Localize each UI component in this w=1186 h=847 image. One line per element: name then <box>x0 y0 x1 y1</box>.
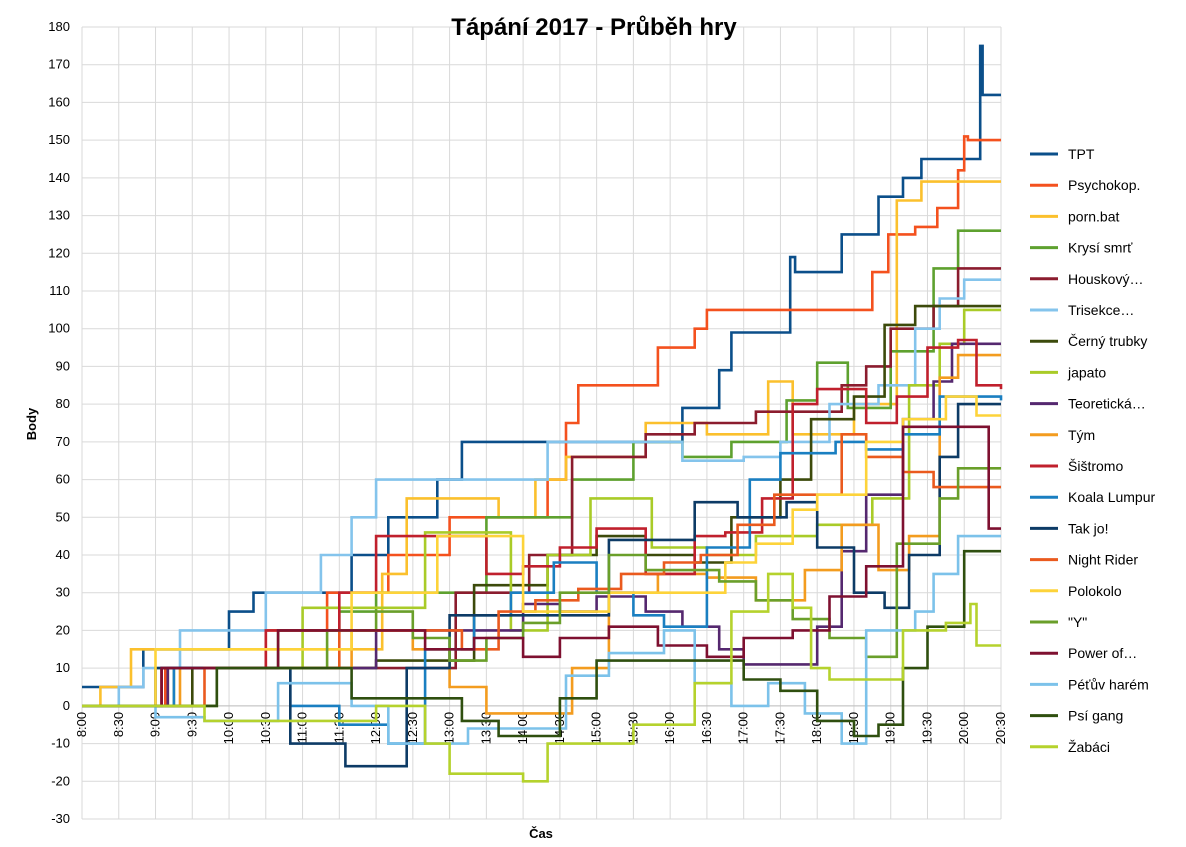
legend-label: Power of… <box>1068 645 1137 661</box>
x-tick-label: 10:00 <box>221 712 236 745</box>
x-tick-label: 19:00 <box>883 712 898 745</box>
x-tick-label: 16:30 <box>699 712 714 745</box>
y-tick-label: 50 <box>56 509 70 524</box>
y-tick-label: 40 <box>56 547 70 562</box>
x-tick-label: 12:30 <box>405 712 420 745</box>
legend-label: TPT <box>1068 146 1095 162</box>
x-tick-label: 8:00 <box>74 712 89 737</box>
legend-label: Psychokop. <box>1068 177 1140 193</box>
x-tick-label: 20:30 <box>993 712 1008 745</box>
legend-label: Houskový… <box>1068 271 1143 287</box>
series-line <box>82 425 1001 708</box>
x-tick-label: 17:00 <box>736 712 751 745</box>
y-tick-label: 150 <box>48 132 70 147</box>
x-tick-label: 16:00 <box>662 712 677 745</box>
x-tick-label: 9:30 <box>184 712 199 737</box>
y-tick-label: 90 <box>56 358 70 373</box>
legend: TPT Psychokop. porn.bat Krysí smrť Houskový…… <box>1030 146 1156 755</box>
x-tick-label: 15:00 <box>589 712 604 745</box>
chart-title: Tápání 2017 - Průběh hry <box>451 14 737 41</box>
series-lines <box>82 44 1003 783</box>
legend-label: Péťův harém <box>1068 676 1149 692</box>
legend-label: "Y" <box>1068 614 1087 630</box>
y-tick-label: 100 <box>48 321 70 336</box>
series-line <box>82 467 1001 708</box>
series-line <box>82 433 1001 708</box>
legend-label: porn.bat <box>1068 208 1119 224</box>
y-tick-label: 80 <box>56 396 70 411</box>
y-tick-label: 130 <box>48 208 70 223</box>
legend-label: Teoretická… <box>1068 396 1146 412</box>
y-tick-label: 120 <box>48 245 70 260</box>
x-tick-label: 8:30 <box>111 712 126 737</box>
legend-label: Černý trubky <box>1068 333 1147 349</box>
legend-label: Tak jo! <box>1068 520 1108 536</box>
y-tick-label: 140 <box>48 170 70 185</box>
series-line <box>82 308 1001 708</box>
x-tick-label: 10:30 <box>258 712 273 745</box>
y-tick-label: 160 <box>48 94 70 109</box>
y-tick-label: 110 <box>49 283 70 298</box>
x-tick-label: 13:00 <box>442 712 457 745</box>
y-tick-label: 30 <box>56 585 70 600</box>
x-tick-label: 11:00 <box>295 712 310 744</box>
y-tick-label: 10 <box>56 660 70 675</box>
legend-label: Žabáci <box>1068 739 1110 755</box>
legend-label: japato <box>1067 364 1106 380</box>
series-line <box>82 402 1001 768</box>
legend-label: Trisekce… <box>1068 302 1134 318</box>
series-line <box>82 572 1001 783</box>
legend-label: Koala Lumpur <box>1068 489 1156 505</box>
x-tick-label: 19:30 <box>919 712 934 745</box>
y-tick-label: 20 <box>56 622 70 637</box>
y-tick-label: 70 <box>56 434 70 449</box>
y-tick-label: 60 <box>56 472 70 487</box>
y-tick-label: 180 <box>48 19 70 34</box>
y-tick-label: -20 <box>51 773 70 788</box>
legend-label: Šištromo <box>1068 458 1123 474</box>
y-tick-label: -10 <box>51 736 70 751</box>
legend-label: Polokolo <box>1068 583 1122 599</box>
series-line <box>82 338 1003 708</box>
legend-label: Psí gang <box>1068 708 1123 724</box>
x-tick-label: 20:00 <box>956 712 971 745</box>
y-tick-label: -30 <box>51 811 70 826</box>
series-line <box>82 135 1001 708</box>
legend-label: Night Rider <box>1068 552 1138 568</box>
legend-label: Tým <box>1068 427 1095 443</box>
series-line <box>82 549 1001 738</box>
y-tick-label: 0 <box>63 698 70 713</box>
y-tick-label: 170 <box>48 57 70 72</box>
x-axis-ticks: 8:00 8:30 9:00 9:30 10:00 10:30 11:00 11:30 12:0… <box>74 705 1008 745</box>
series-line <box>82 534 1001 745</box>
y-axis-title: Body <box>24 407 39 440</box>
x-axis-title: Čas <box>529 826 553 841</box>
x-tick-label: 17:30 <box>772 712 787 745</box>
legend-label: Krysí smrť <box>1068 240 1133 256</box>
y-axis-ticks: -30 -20 -10 0 10 20 30 40 50 60 70 80 90 100 110 120 130… <box>48 19 70 826</box>
